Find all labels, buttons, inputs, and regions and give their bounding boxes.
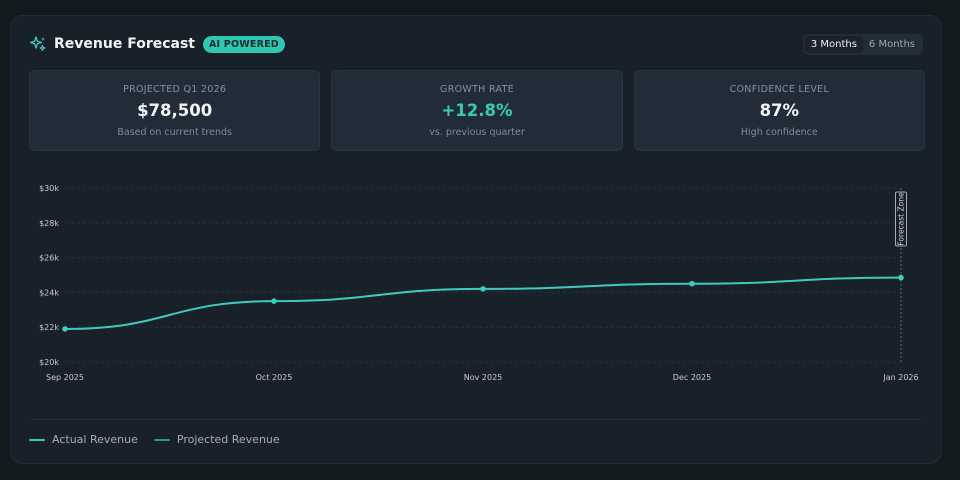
legend-swatch-actual (29, 438, 45, 441)
y-tick-label: $20k (39, 358, 59, 367)
card-header: Revenue Forecast AI POWERED 3 Months 6 M… (29, 33, 923, 55)
legend-swatch-projected (153, 438, 170, 441)
y-tick-label: $28k (39, 219, 59, 228)
card-title: Revenue Forecast (54, 36, 195, 52)
y-tick-label: $22k (39, 323, 59, 332)
stat-subtext: Based on current trends (117, 127, 232, 138)
range-toggle: 3 Months 6 Months (802, 33, 923, 55)
legend-divider (29, 419, 923, 420)
data-point[interactable] (62, 326, 68, 332)
stat-label: CONFIDENCE LEVEL (729, 84, 830, 95)
series-line-actual-revenue (64, 276, 902, 330)
stats-row: PROJECTED Q1 2026 $78,500 Based on curre… (29, 70, 925, 151)
stat-value: +12.8% (441, 101, 513, 120)
x-tick-label: Jan 2026 (882, 373, 918, 382)
forecast-zone-label-box (895, 191, 907, 247)
legend-item-projected[interactable]: Projected Revenue (153, 433, 280, 446)
projected-q1-stat: PROJECTED Q1 2026 $78,500 Based on curre… (29, 70, 321, 151)
y-tick-label: $30k (39, 184, 59, 193)
forecast-zone-label: Forecast Zone (897, 192, 906, 246)
ai-powered-badge: AI POWERED (202, 35, 285, 53)
legend-label: Projected Revenue (176, 433, 280, 446)
x-tick-label: Sep 2025 (46, 373, 84, 382)
revenue-forecast-card: Revenue Forecast AI POWERED 3 Months 6 M… (10, 15, 942, 464)
data-point[interactable] (689, 280, 695, 287)
chart-legend: Actual Revenue Projected Revenue (29, 433, 280, 446)
x-tick-label: Dec 2025 (673, 373, 711, 382)
x-tick-label: Oct 2025 (256, 373, 293, 382)
growth-rate-stat: GROWTH RATE +12.8% vs. previous quarter (331, 70, 623, 151)
range-6-months-button[interactable]: 6 Months (868, 38, 915, 50)
stat-label: PROJECTED Q1 2026 (123, 84, 227, 95)
x-tick-label: Nov 2025 (464, 373, 503, 382)
data-point[interactable] (898, 274, 904, 281)
data-point[interactable] (271, 298, 277, 304)
stat-subtext: High confidence (740, 127, 818, 138)
legend-label: Actual Revenue (52, 433, 138, 446)
y-tick-label: $24k (39, 288, 59, 297)
sparkles-icon (29, 35, 47, 53)
revenue-line-chart: $20k $22k $24k $26k $28k $30k Sep 2025 Oct 2025… (39, 184, 919, 382)
data-point[interactable] (480, 286, 486, 292)
stat-value: $78,500 (137, 101, 213, 120)
legend-item-actual[interactable]: Actual Revenue (29, 433, 138, 446)
stat-subtext: vs. previous quarter (429, 127, 525, 138)
stat-label: GROWTH RATE (440, 84, 514, 95)
range-3-months-button[interactable]: 3 Months (804, 35, 863, 53)
confidence-level-stat: CONFIDENCE LEVEL 87% High confidence (633, 70, 925, 151)
stat-value: 87% (759, 101, 800, 120)
y-tick-label: $26k (39, 254, 59, 263)
